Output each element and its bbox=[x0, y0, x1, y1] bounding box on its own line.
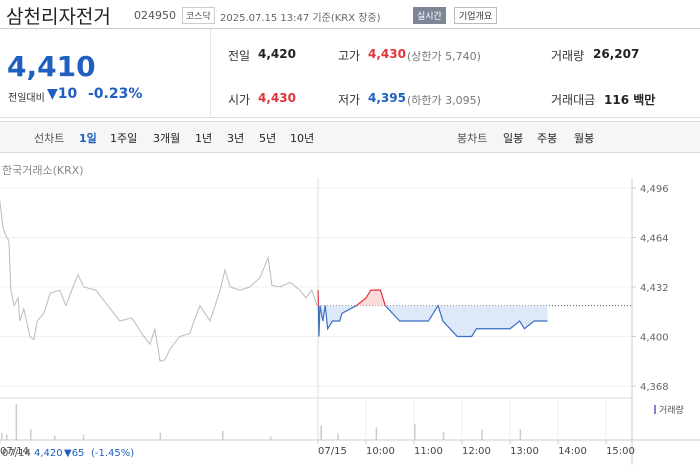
volume-bar bbox=[270, 436, 272, 440]
footer-date: 07/14 bbox=[2, 448, 31, 459]
y-tick-label: 4,368 bbox=[640, 382, 669, 393]
tab[interactable]: 3년 bbox=[227, 132, 245, 145]
x-tick-label: 10:00 bbox=[366, 446, 395, 457]
volume-bar bbox=[414, 423, 416, 440]
cell-label: 고가 bbox=[338, 49, 361, 63]
volume-bar bbox=[1, 432, 3, 440]
stock-code: 024950 bbox=[134, 9, 176, 22]
volume-bar bbox=[481, 429, 483, 440]
change-pct: -0.23% bbox=[88, 86, 143, 102]
x-tick-label: 12:00 bbox=[462, 446, 491, 457]
tab[interactable]: 1일 bbox=[79, 132, 97, 145]
x-tick-label: 14:00 bbox=[558, 446, 587, 457]
footer-price: 4,420 bbox=[34, 448, 63, 459]
volume-bar bbox=[159, 432, 162, 440]
cell-label: 시가 bbox=[228, 93, 251, 107]
x-tick-label: 07/15 bbox=[318, 446, 347, 457]
tab[interactable]: 주봉 bbox=[537, 132, 558, 145]
price: 4,410 bbox=[7, 50, 96, 83]
tab-bar bbox=[0, 121, 700, 153]
volume-bar bbox=[375, 427, 378, 440]
x-tick-label: 15:00 bbox=[606, 446, 635, 457]
legend-label: 거래량 bbox=[659, 404, 684, 416]
cell-value: 26,207 bbox=[593, 47, 640, 61]
cell-value: 4,430 bbox=[368, 47, 406, 61]
cell-value: 4,395 bbox=[368, 91, 406, 105]
realtime-badge: 실시간 bbox=[413, 7, 446, 24]
tab-label: 선차트 bbox=[34, 132, 65, 145]
cell-value: 116 백만 bbox=[604, 93, 656, 107]
volume-bar bbox=[442, 432, 445, 440]
y-tick-label: 4,400 bbox=[640, 333, 669, 344]
cell-label: 거래대금 bbox=[551, 93, 596, 107]
tab[interactable]: 1년 bbox=[195, 132, 213, 145]
x-tick-label: 11:00 bbox=[414, 446, 443, 457]
volume-bar bbox=[6, 434, 8, 440]
change: ▼10 bbox=[47, 86, 78, 102]
tab[interactable]: 5년 bbox=[259, 132, 277, 145]
cell-label: 저가 bbox=[338, 93, 361, 107]
volume-bar bbox=[519, 429, 522, 440]
cell-value: 4,420 bbox=[258, 47, 296, 61]
company-button[interactable]: 기업개요 bbox=[454, 7, 498, 24]
subtitle: 한국거래소(KRX) bbox=[2, 164, 84, 177]
volume-bar bbox=[82, 434, 85, 440]
tab[interactable]: 1주일 bbox=[110, 132, 138, 145]
volume-bar bbox=[54, 435, 56, 440]
y-tick-label: 4,496 bbox=[640, 184, 669, 195]
price-line bbox=[0, 200, 318, 362]
tab-label: 봉차트 bbox=[457, 132, 488, 145]
timestamp: 2025.07.15 13:47 기준(KRX 장중) bbox=[220, 13, 381, 24]
tab[interactable]: 월봉 bbox=[574, 132, 595, 145]
change-label: 전일대비 bbox=[8, 93, 45, 104]
stock-name: 삼천리자전거 bbox=[6, 6, 111, 28]
cell-label: 전일 bbox=[228, 49, 251, 63]
volume-bar bbox=[15, 404, 18, 440]
quote-box bbox=[0, 28, 700, 118]
cell-note: (상한가 5,740) bbox=[407, 50, 481, 63]
volume-bar bbox=[337, 433, 339, 440]
tab[interactable]: 일봉 bbox=[503, 132, 524, 145]
market-badge: 코스닥 bbox=[182, 7, 215, 24]
price-line-up bbox=[317, 289, 439, 306]
x-tick-label: 13:00 bbox=[510, 446, 539, 457]
y-tick-label: 4,464 bbox=[640, 234, 669, 245]
cell-value: 4,430 bbox=[258, 91, 296, 105]
price-line bbox=[317, 305, 548, 338]
volume-bar bbox=[222, 431, 224, 440]
footer-pct: (-1.45%) bbox=[91, 448, 134, 459]
volume-bar bbox=[320, 425, 322, 440]
footer-change: ▼65 bbox=[64, 448, 84, 459]
tab[interactable]: 10년 bbox=[290, 132, 315, 145]
cell-label: 거래량 bbox=[551, 49, 585, 63]
y-tick-label: 4,432 bbox=[640, 283, 669, 294]
volume-bar bbox=[30, 429, 32, 440]
legend-swatch bbox=[654, 405, 656, 414]
cell-note: (하한가 3,095) bbox=[407, 94, 481, 107]
tab[interactable]: 3개월 bbox=[153, 132, 181, 145]
divider bbox=[210, 29, 211, 116]
area-up bbox=[318, 290, 548, 306]
x-tick-label: 07/14 bbox=[0, 446, 29, 457]
